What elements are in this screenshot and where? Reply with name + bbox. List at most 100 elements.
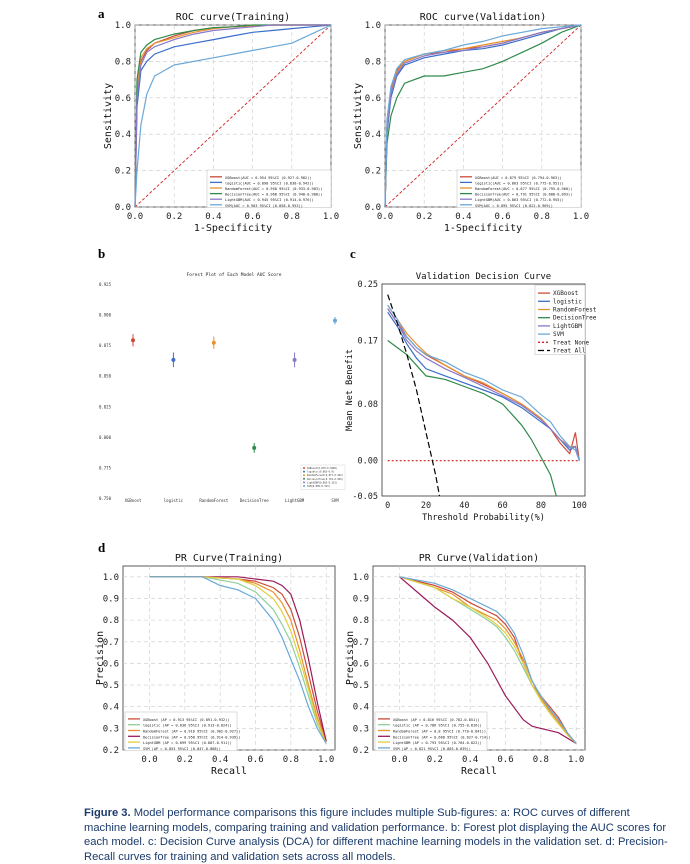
x-tick-label: 0.0 [377,212,393,222]
legend-label: logistic(AUC = 0.863 95%CI (0.775-0.951)… [475,181,564,185]
x-tick-label: 80 [536,501,546,511]
series-line [149,576,327,744]
x-tick-label: RandomForest [199,498,228,503]
legend-label: RandomForest(AUC = 0.958 95%CI (0.933-0.… [225,187,322,191]
x-axis-label: 1-Specificity [444,223,522,234]
series-line [134,24,332,208]
forest-plot-chart: Forest Plot of Each Model AUC Score 0.925… [99,272,346,503]
x-tick-label: 0.8 [283,755,299,765]
x-tick-label: 0.0 [391,755,407,765]
chart-title: Validation Decision Curve [416,272,551,282]
series-line [399,576,577,744]
y-tick-label: 0.925 [99,282,112,287]
legend-label: LightGBM (AP = 0.899 95%CI (0.887-0.911)… [143,741,232,745]
legend-box [300,464,346,490]
x-axis-label: 1-Specificity [194,223,272,234]
legend-label: logistic [553,298,582,305]
y-tick-label: 0.00 [358,457,378,467]
series-line [387,340,557,497]
legend-label: DecisionTree [553,315,597,322]
series-line [384,24,582,208]
chart-title: PR Curve(Training) [175,553,283,564]
y-tick-label: 0.08 [358,400,378,410]
chart-title: Forest Plot of Each Model AUC Score [187,272,282,278]
auc-point [333,318,337,323]
chart-title: ROC curve(Validation) [420,12,546,23]
y-tick-label: 0.800 [99,435,112,440]
series-line [384,24,582,208]
panel-label-a: a [98,6,105,21]
y-tick-label: 0.17 [358,337,378,347]
y-tick-label: 0.2 [353,746,369,756]
legend-box [374,711,488,752]
x-tick-label: 0.4 [462,755,478,765]
series-line [134,24,331,208]
auc-point [171,357,176,362]
legend-swatch [303,481,305,484]
panel-label-b: b [98,246,106,261]
x-tick-label: 0.0 [141,755,157,765]
legend-label: XGBoost (AP = 0.913 95%CI (0.891-0.932)) [143,718,230,722]
series-line [149,576,327,744]
legend-label: RandomForest (AP = 0.916 95%CI (0.902-0.… [143,730,240,734]
x-tick-label: 1.0 [568,755,584,765]
legend-label: RandomForest(AUC = 0.877 95%CI (0.795-0.… [475,187,572,191]
y-tick-label: 0.6 [353,659,369,669]
y-tick-label: 0.825 [99,404,112,409]
legend-label: SVM(AUC = 0.895 95%CI (0.822-0.969)) [475,204,553,208]
legend-label: SVM [553,331,564,338]
chart-title: PR Curve(Validation) [419,553,539,564]
y-tick-label: 0.3 [353,724,369,734]
y-tick-label: 0.2 [365,167,381,177]
x-tick-label: logistic [164,498,184,503]
caption-text: Model performance comparisons this figur… [84,807,668,863]
series-line [387,304,580,461]
x-tick-label: 0.2 [427,755,443,765]
y-tick-label: 0.4 [365,130,381,140]
x-tick-label: LightGBM [285,498,305,503]
legend-label: LightGBM [553,323,582,330]
y-tick-label: 0.8 [365,57,381,67]
y-tick-label: 0.875 [99,343,112,348]
legend-label: LightGBM (AP = 0.793 95%CI (0.764-0.822)… [393,741,482,745]
x-tick-label: SVM [331,498,339,503]
legend-label: logistic(AUC = 0.890 95%CI (0.838-0.942)… [225,181,314,185]
legend-box [456,169,582,208]
x-tick-label: 0.6 [244,212,260,222]
y-tick-label: 0.7 [103,638,119,648]
y-tick-label: 0.6 [103,659,119,669]
chart-title: ROC curve(Training) [176,12,290,23]
pr-training-chart: 0.0 0.2 0.4 0.6 0.8 1.0 1.0 0.9 0.8 0.7 0.6 0.5 0.4 0… [95,553,336,777]
y-tick-label: 0.4 [115,130,131,140]
legend-label: SVM (AP = 0.821 95%CI (0.803-0.839)) [393,747,471,751]
y-tick-label: 0.8 [103,616,119,626]
auc-point [211,340,216,345]
y-tick-label: 0.775 [99,465,112,470]
legend-label: Treat All [553,348,586,355]
y-tick-label: 0.25 [358,280,378,290]
y-tick-label: 0.9 [103,594,119,604]
legend-label: Treat None [553,339,590,346]
x-tick-label: 20 [421,501,431,511]
y-tick-label: 0.900 [99,313,112,318]
y-axis-label: Sensitivity [353,83,364,149]
panel-label-d: d [98,540,106,555]
legend-label: DecisionTree(AUC = 0.791 95%CI (0.688-0.… [475,193,572,197]
legend-label: RandomForest (AP = 0.8 95%CI (0.770-0.84… [393,730,486,734]
y-tick-label: 1.0 [115,21,131,31]
x-tick-label: 1.0 [573,212,589,222]
legend-label: logistic (AP = 0.836 95%CI (0.913-0.824)… [143,724,232,728]
legend-box [206,169,332,208]
x-tick-label: 40 [459,501,469,511]
x-tick-label: 0.6 [497,755,513,765]
y-tick-label: 0.8 [115,57,131,67]
legend-label: DecisionTree (AP = 0.668 95%CI (0.627-0.… [393,735,490,739]
y-tick-label: 0.850 [99,374,112,379]
legend-label: LightGBM(AUC = 0.945 95%CI (0.914-0.976)… [225,198,314,202]
y-tick-label: 0.3 [103,724,119,734]
y-axis-label: Precision [95,631,106,685]
series-line [149,576,327,742]
series-line [149,576,327,744]
legend-label: SVM (AP = 0.853 95%CI (0.847-0.888)) [143,747,221,751]
figure-caption: Figure 3. Model performance comparisons … [84,806,674,864]
